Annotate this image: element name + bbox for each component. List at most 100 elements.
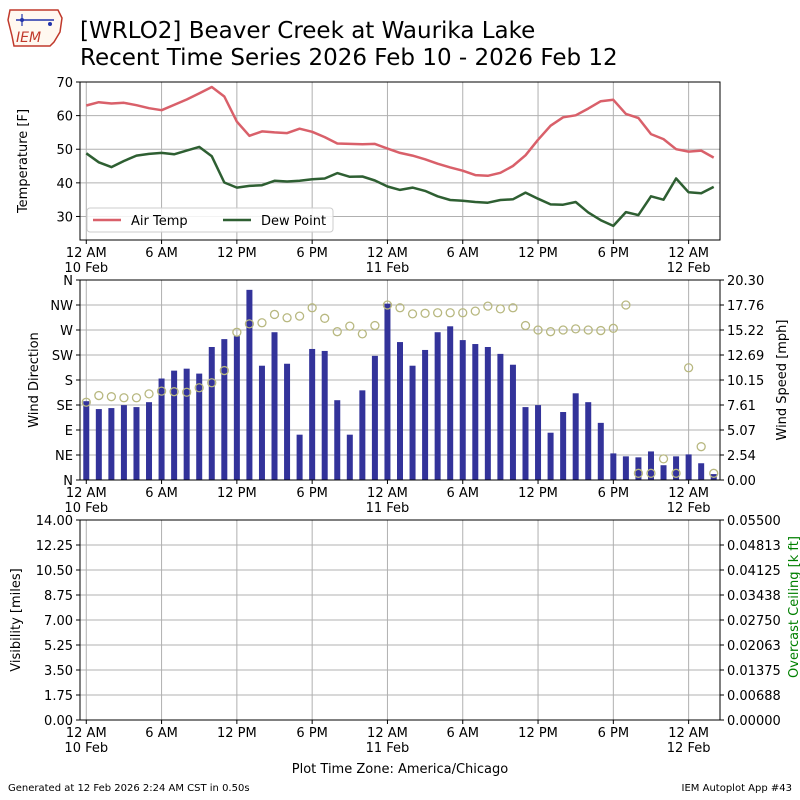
wind-speed-bar [183, 368, 190, 480]
y-right-tick-label: 0.02750 [727, 614, 781, 629]
wind-speed-bar [572, 393, 579, 480]
plot-frame [79, 519, 721, 721]
wind-speed-bar [158, 378, 165, 480]
x-tick-label: 12 AM [367, 726, 408, 741]
y-right-tick-label: 0.04125 [727, 564, 781, 579]
y-tick-label: 60 [56, 110, 73, 125]
x-tick-label: 6 AM [446, 246, 479, 261]
wind-direction-point [520, 320, 531, 331]
wind-speed-bar [321, 350, 328, 480]
chart-title-line1: [WRLO2] Beaver Creek at Waurika Lake [80, 18, 536, 44]
y-tick-label: SW [52, 349, 73, 364]
chart-title-line2: Recent Time Series 2026 Feb 10 - 2026 Fe… [80, 45, 618, 71]
wind-direction-point [106, 392, 117, 402]
y-tick-label: NW [50, 299, 73, 314]
wind-speed-bar [384, 303, 391, 480]
wind-speed-bar [296, 434, 303, 480]
wind-speed-bar [208, 346, 215, 480]
wind-speed-bar [246, 289, 253, 480]
wind-direction-point [144, 389, 154, 399]
wind-direction-point [658, 454, 669, 464]
y-tick-label: N [63, 274, 73, 289]
wind-direction-point [182, 387, 192, 397]
wind-speed-bar [108, 408, 115, 480]
y-tick-label: S [65, 374, 73, 389]
wind-direction-point [533, 325, 543, 335]
wind-direction-point [683, 363, 694, 373]
wind-speed-bar [371, 355, 378, 480]
wind-direction-point [156, 386, 167, 396]
wind-speed-bar [509, 364, 516, 480]
wind-speed-bar [409, 365, 416, 480]
y-right-tick-label: 20.30 [727, 274, 764, 289]
y-tick-label: 8.75 [44, 589, 73, 604]
y-right-tick-label: 0.00688 [727, 689, 781, 704]
plot-frame [79, 279, 721, 481]
wind-speed-bar [271, 332, 278, 480]
legend-label-dew-point: Dew Point [261, 214, 326, 229]
x-tick-label: 12 AM [668, 246, 709, 261]
x-tick-date-label: 12 Feb [667, 501, 711, 516]
wind-speed-bar [635, 457, 642, 480]
y-right-tick-label: 12.69 [727, 349, 764, 364]
x-tick-label: 12 PM [217, 246, 257, 261]
y-right-tick-label: 17.76 [727, 299, 764, 314]
y-axis-title: Temperature [F] [16, 109, 31, 214]
wind-speed-bar [547, 432, 554, 480]
plot-frame [79, 81, 721, 241]
x-tick-label: 6 AM [145, 486, 178, 501]
wind-direction-point [508, 303, 518, 313]
x-tick-label: 12 PM [518, 486, 558, 501]
wind-speed-bar [284, 363, 291, 480]
x-tick-label: 12 AM [66, 726, 107, 741]
wind-direction-point [495, 304, 506, 314]
wind-direction-point [382, 300, 393, 310]
wind-direction-point [307, 303, 317, 313]
wind-direction-point [244, 319, 255, 329]
y-right-tick-label: 0.00 [727, 474, 756, 489]
wind-direction-point [282, 313, 292, 323]
wind-speed-bar [685, 454, 692, 480]
logo-text: IEM [16, 30, 41, 46]
wind-direction-point [94, 390, 104, 401]
wind-direction-point [219, 365, 229, 376]
wind-direction-point [207, 378, 217, 388]
wind-speed-bar [120, 405, 127, 480]
wind-direction-point [633, 468, 644, 478]
y-right-tick-label: 2.54 [727, 449, 756, 464]
x-tick-label: 6 PM [296, 486, 327, 501]
x-tick-label: 12 AM [66, 246, 107, 261]
wind-direction-point [407, 309, 418, 319]
x-tick-label: 6 AM [145, 246, 178, 261]
wind-speed-bar [346, 434, 353, 480]
wind-speed-bar [447, 326, 454, 480]
legend-box [86, 207, 334, 233]
wind-direction-point [458, 308, 468, 318]
x-tick-date-label: 10 Feb [64, 261, 108, 276]
wind-speed-bar [397, 342, 403, 480]
wind-direction-point [671, 468, 681, 478]
wind-direction-point [119, 393, 129, 403]
wind-direction-point [558, 325, 568, 335]
wind-direction-point [696, 442, 706, 452]
wind-speed-bar [472, 344, 479, 480]
wind-speed-bar [171, 370, 178, 480]
y-tick-label: 7.00 [44, 614, 73, 629]
x-tick-date-label: 12 Feb [667, 261, 711, 276]
x-tick-label: 12 AM [668, 486, 709, 501]
wind-speed-bar [647, 451, 654, 480]
wind-direction-point [583, 325, 593, 335]
wind-speed-bar [698, 463, 705, 480]
y-tick-label: 3.50 [44, 664, 73, 679]
wind-speed-bar [258, 365, 265, 480]
y-tick-label: NE [55, 449, 73, 464]
y-tick-label: 70 [56, 76, 73, 91]
y-tick-label: E [65, 424, 73, 439]
y-tick-label: 30 [56, 210, 73, 225]
wind-direction-point [608, 323, 618, 333]
wind-direction-point [194, 383, 204, 393]
x-tick-label: 6 PM [598, 486, 629, 501]
x-tick-label: 6 PM [296, 246, 327, 261]
